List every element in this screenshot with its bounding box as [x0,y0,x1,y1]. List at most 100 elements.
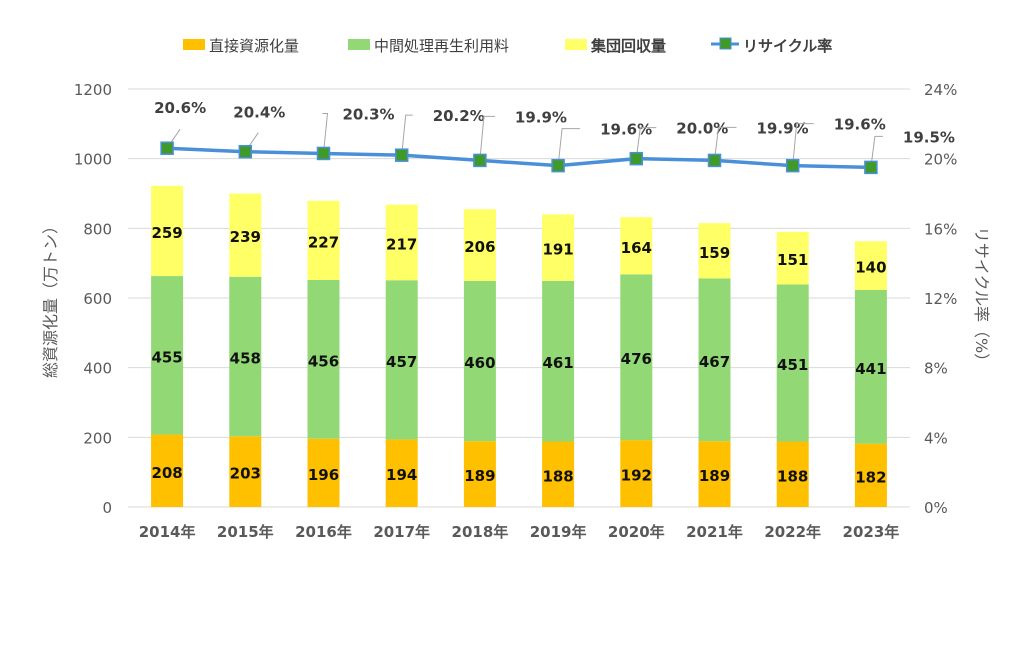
bar-3 [620,217,653,275]
bar-1 [698,441,731,507]
x-tick-label: 2015年 [217,523,274,541]
y-axis-title: 総資源化量（万トン） [41,218,60,378]
line-marker [238,144,253,159]
y2-tick-label: 4% [924,429,948,447]
bar-data-label: 467 [699,353,730,371]
x-tick-label: 2019年 [530,523,587,541]
y2-tick-label: 24% [924,81,957,99]
bar-data-label: 182 [855,468,886,486]
x-tick-label: 2023年 [843,523,900,541]
bar-3 [463,209,496,281]
line-data-label: 19.9% [515,108,567,126]
bar-data-label: 188 [777,467,808,485]
line-marker [394,148,409,162]
bar-3 [307,200,340,280]
bar-data-label: 196 [308,466,339,484]
data-label-leader [401,114,413,156]
x-tick-label: 2017年 [373,523,430,541]
bar-data-label: 456 [308,352,339,370]
bar-2 [620,274,653,441]
line-data-label: 20.0% [676,120,728,138]
bar-3 [151,185,184,277]
line-marker [864,160,878,175]
legend-swatch-2 [348,39,370,50]
bar-1 [776,441,809,507]
bar-data-label: 460 [464,354,495,372]
data-label-leader [557,128,581,166]
bar-1 [620,440,653,507]
legend-swatch-3 [565,39,587,50]
bar-3 [542,214,575,281]
x-tick-label: 2018年 [452,523,509,541]
bar-1 [229,436,262,507]
y2-tick-label: 12% [924,290,957,308]
y2-tick-label: 0% [924,499,948,517]
bar-data-label: 457 [386,353,417,371]
bar-3 [229,193,262,277]
bar-data-label: 206 [464,238,495,256]
bar-2 [698,278,731,442]
bar-2 [463,280,496,442]
y-tick-label: 600 [83,290,112,308]
data-label-leader [479,115,495,161]
y2-tick-label: 8% [924,360,948,378]
bar-data-label: 455 [151,348,182,366]
x-tick-label: 2020年 [608,523,665,541]
line-data-label: 19.9% [757,119,809,137]
y-tick-label: 800 [83,220,112,238]
legend-label: 直接資源化量 [209,37,299,55]
line-marker [551,158,565,173]
bar-3 [385,204,418,281]
legend-swatch-1 [183,39,205,50]
bar-2 [542,280,575,442]
bar-data-label: 188 [542,467,573,485]
bar-data-label: 476 [621,350,652,368]
bar-data-label: 203 [230,465,261,483]
x-tick-label: 2016年 [295,523,352,541]
bar-data-label: 192 [621,467,652,485]
bar-3 [854,241,887,290]
y2-axis-title: リサイクル率（%） [972,227,991,369]
bar-1 [307,438,340,507]
bar-data-label: 461 [542,354,573,372]
bar-2 [776,284,809,442]
line-marker [160,141,174,155]
recycle-rate-line [167,146,871,170]
bar-1 [542,441,575,507]
data-label-leader [792,123,814,166]
bar-data-label: 217 [386,235,417,253]
bar-2 [151,276,184,435]
bar-1 [151,434,184,507]
bar-data-label: 451 [777,356,808,374]
x-tick-label: 2022年 [764,523,821,541]
bar-data-label: 208 [151,464,182,482]
y2-tick-label: 20% [924,151,957,169]
line-data-label: 19.6% [600,121,652,139]
bar-2 [307,279,340,439]
bar-data-label: 140 [855,259,886,277]
bar-3 [776,231,809,285]
data-label-leader [322,112,329,154]
bar-3 [698,223,731,279]
line-data-label: 20.2% [433,107,485,125]
line-data-label: 20.4% [233,104,285,122]
line-data-label: 19.5% [903,128,955,146]
line-marker [629,151,644,166]
data-label-leader [714,126,737,161]
bar-data-label: 194 [386,466,417,484]
bar-data-label: 227 [308,233,339,251]
data-label-leader [870,135,883,168]
line-data-label: 20.3% [343,105,395,123]
line-data-label: 19.6% [834,116,886,134]
y2-tick-label: 16% [924,220,957,238]
x-tick-label: 2021年 [686,523,743,541]
bar-data-label: 191 [542,241,573,259]
bar-data-label: 151 [777,251,808,269]
bar-data-label: 259 [151,224,182,242]
line-marker [316,146,331,161]
line-data-label: 20.6% [154,99,206,117]
bar-1 [854,443,887,507]
y-tick-label: 1200 [74,81,112,99]
bar-data-label: 164 [621,239,652,257]
